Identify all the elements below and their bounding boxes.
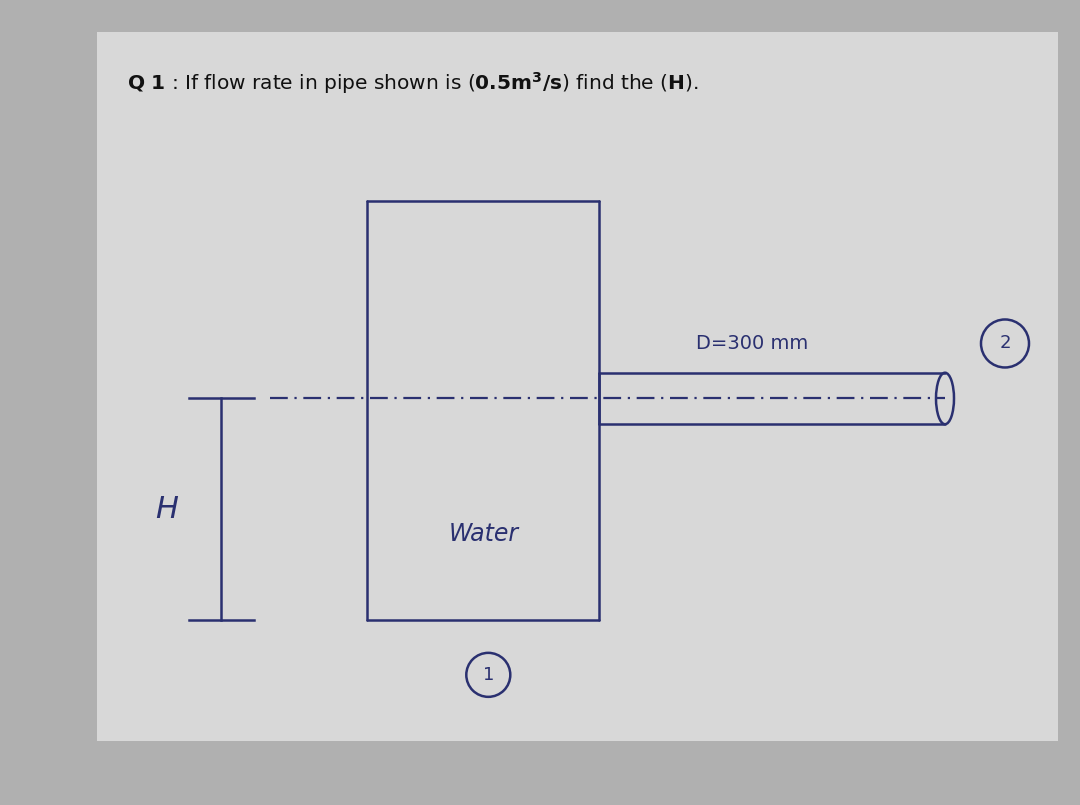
Text: H: H <box>156 494 178 524</box>
Text: $\bf{Q\ 1}$ : If flow rate in pipe shown is ($\bf{0.5m^3}$$\bf{/s}$) find the ($: $\bf{Q\ 1}$ : If flow rate in pipe shown… <box>127 70 699 96</box>
Text: 2: 2 <box>999 334 1011 353</box>
Text: Water: Water <box>448 522 518 546</box>
Bar <box>97 32 1058 741</box>
Text: 1: 1 <box>483 666 494 684</box>
Text: D=300 mm: D=300 mm <box>697 334 808 353</box>
